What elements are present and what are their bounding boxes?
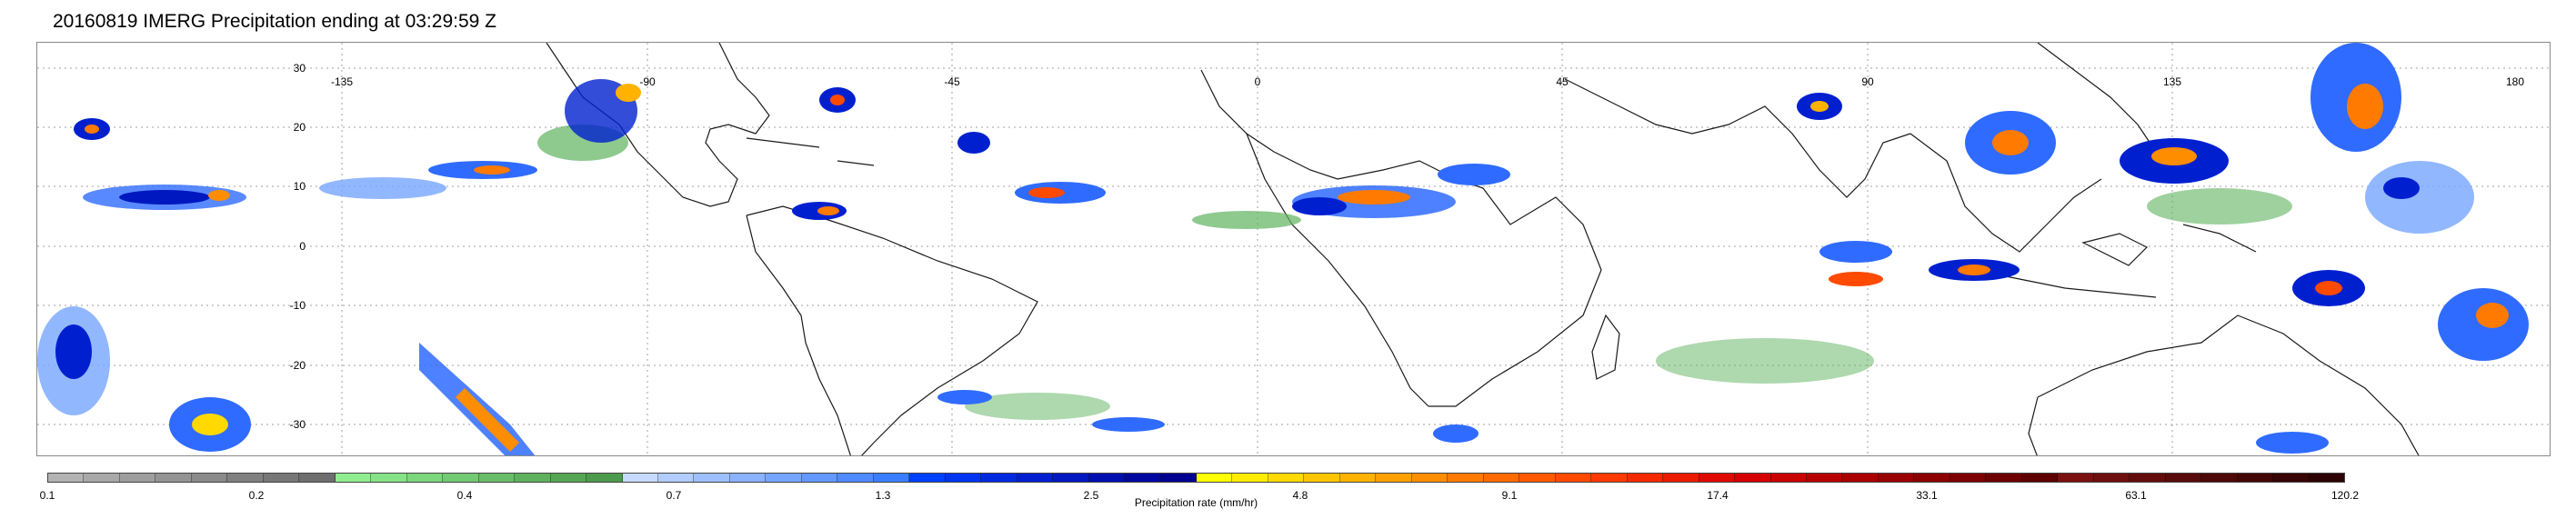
colorbar-segment — [1268, 474, 1305, 482]
colorbar-segment — [1339, 474, 1377, 482]
colorbar-tick-0: 0.1 — [39, 489, 55, 502]
lon-label-90: 90 — [1861, 75, 1874, 88]
colorbar-segment — [406, 474, 444, 482]
colorbar-segment — [2021, 474, 2059, 482]
colorbar-segment — [48, 474, 85, 482]
colorbar-segment — [299, 474, 336, 482]
colorbar-segment — [1950, 474, 1987, 482]
lat-label-0: 0 — [299, 240, 306, 253]
colorbar-segment — [873, 474, 910, 482]
lon-label-0: 0 — [1254, 75, 1261, 88]
colorbar-segment — [909, 474, 946, 482]
map-gridlines — [37, 43, 2550, 455]
lon-label-45: 45 — [1556, 75, 1569, 88]
colorbar-segment — [1088, 474, 1126, 482]
colorbar-segment — [1842, 474, 1879, 482]
lon-label-minus-135: -135 — [330, 75, 354, 88]
colorbar-segment — [2130, 474, 2166, 482]
colorbar-segment — [1806, 474, 1843, 482]
colorbar-segment — [1304, 474, 1340, 482]
colorbar-segment — [550, 474, 587, 482]
lat-label-minus-20: -20 — [289, 359, 306, 372]
colorbar-segment — [1053, 474, 1089, 482]
colorbar-segment — [1878, 474, 1915, 482]
lat-label-20: 20 — [293, 121, 306, 134]
lat-label-minus-10: -10 — [289, 299, 306, 312]
colorbar-segment — [2237, 474, 2274, 482]
colorbar-segment — [2273, 474, 2310, 482]
colorbar-segment — [263, 474, 300, 482]
colorbar-segment — [1017, 474, 1054, 482]
colorbar-segment — [1376, 474, 1412, 482]
precipitation-map: 30 20 10 0 -10 -20 -30 -135 -90 -45 0 45… — [36, 42, 2551, 456]
colorbar-segment — [1699, 474, 1736, 482]
colorbar-segment — [1555, 474, 1592, 482]
colorbar-segment — [1411, 474, 1448, 482]
colorbar-segment — [443, 474, 479, 482]
colorbar-segment — [729, 474, 767, 482]
colorbar-segment — [1914, 474, 1950, 482]
lon-label-minus-45: -45 — [944, 75, 960, 88]
precipitation-cells — [37, 43, 2529, 455]
colorbar-segment — [84, 474, 120, 482]
colorbar-segment — [586, 474, 623, 482]
colorbar-tick-3: 0.7 — [666, 489, 682, 502]
colorbar-tick-9: 33.1 — [1916, 489, 1938, 502]
colorbar-segment — [837, 474, 874, 482]
colorbar-segment — [694, 474, 730, 482]
map-canvas — [37, 43, 2550, 455]
colorbar-segment — [1160, 474, 1197, 482]
colorbar-segment — [2309, 474, 2344, 482]
colorbar-segment — [1197, 474, 1233, 482]
colorbar-segment — [371, 474, 407, 482]
colorbar-segment — [1448, 474, 1484, 482]
colorbar-segment — [119, 474, 156, 482]
colorbar-tick-5: 2.5 — [1083, 489, 1099, 502]
colorbar-tick-10: 63.1 — [2125, 489, 2147, 502]
lon-label-180: 180 — [2505, 75, 2525, 88]
lon-label-minus-90: -90 — [639, 75, 656, 88]
colorbar-segment — [801, 474, 838, 482]
colorbar-tick-2: 0.4 — [456, 489, 473, 502]
precipitation-colorbar — [47, 473, 2345, 483]
colorbar-axis-label: Precipitation rate (mm/hr) — [1134, 496, 1258, 509]
colorbar-segment — [1519, 474, 1556, 482]
colorbar-segment — [1627, 474, 1664, 482]
colorbar-segment — [2201, 474, 2238, 482]
colorbar-segment — [2165, 474, 2202, 482]
colorbar-tick-8: 17.4 — [1707, 489, 1729, 502]
colorbar-segment — [478, 474, 516, 482]
colorbar-segment — [766, 474, 802, 482]
lat-label-10: 10 — [293, 180, 306, 193]
colorbar-segment — [2058, 474, 2094, 482]
colorbar-segment — [191, 474, 228, 482]
colorbar-segment — [1232, 474, 1268, 482]
colorbar-segment — [1735, 474, 1771, 482]
colorbar-tick-1: 0.2 — [248, 489, 265, 502]
colorbar-segment — [945, 474, 982, 482]
lon-label-135: 135 — [2162, 75, 2182, 88]
colorbar-segment — [1125, 474, 1161, 482]
colorbar-tick-11: 120.2 — [2330, 489, 2360, 502]
colorbar-segment — [335, 474, 372, 482]
colorbar-segment — [1591, 474, 1628, 482]
map-title: 20160819 IMERG Precipitation ending at 0… — [53, 11, 496, 32]
colorbar-tick-7: 9.1 — [1501, 489, 1518, 502]
colorbar-segment — [515, 474, 551, 482]
colorbar-segment — [981, 474, 1017, 482]
coastlines — [546, 43, 2420, 455]
colorbar-segment — [622, 474, 658, 482]
colorbar-segment — [1483, 474, 1520, 482]
colorbar-segment — [155, 474, 192, 482]
colorbar-segment — [1770, 474, 1807, 482]
colorbar-segment — [657, 474, 695, 482]
colorbar-tick-4: 1.3 — [875, 489, 891, 502]
colorbar-segment — [2093, 474, 2130, 482]
colorbar-segment — [227, 474, 264, 482]
lat-label-30: 30 — [293, 62, 306, 75]
colorbar-segment — [1663, 474, 1699, 482]
colorbar-tick-6: 4.8 — [1292, 489, 1308, 502]
colorbar-segment — [1986, 474, 2022, 482]
lat-label-minus-30: -30 — [289, 418, 306, 431]
